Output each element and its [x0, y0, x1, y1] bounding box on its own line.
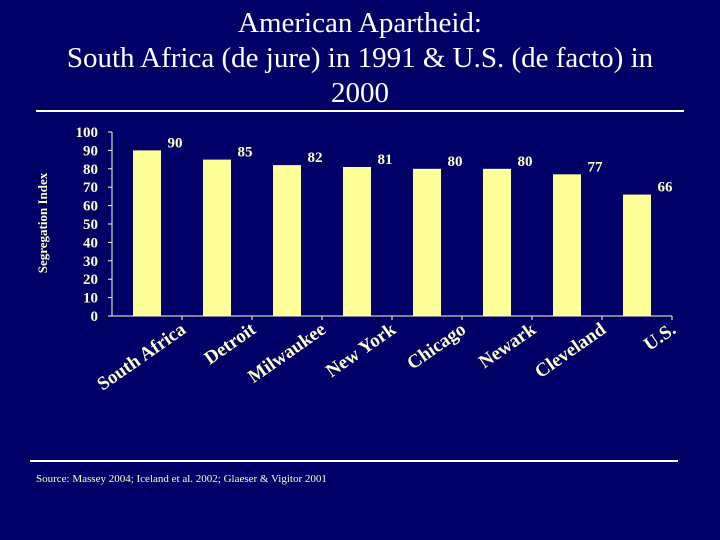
y-tick-label: 70: [83, 180, 98, 196]
bar: [623, 194, 651, 316]
x-category-label: Newark: [475, 319, 540, 373]
bar: [343, 166, 371, 316]
data-label: 81: [378, 152, 393, 168]
data-label: 85: [238, 145, 253, 161]
data-label: 82: [308, 150, 323, 166]
y-tick-label: 90: [83, 143, 98, 159]
y-tick-label: 80: [83, 162, 98, 178]
x-category-label: U.S.: [640, 319, 680, 356]
x-category-label: Milwaukee: [244, 319, 330, 388]
y-tick-label: 10: [83, 291, 98, 307]
data-label: 90: [168, 135, 183, 151]
y-axis-label: Segregation Index: [35, 172, 50, 273]
x-category-label: South Africa: [94, 319, 191, 396]
bar: [413, 168, 441, 316]
x-category-label: Chicago: [403, 319, 470, 374]
data-label: 77: [588, 159, 604, 175]
y-tick-label: 0: [91, 309, 99, 325]
bar: [483, 168, 511, 316]
data-label: 66: [658, 180, 674, 196]
y-tick-label: 60: [83, 199, 98, 215]
y-tick-label: 30: [83, 254, 98, 270]
bar: [273, 165, 301, 316]
bar: [553, 174, 581, 316]
y-tick-label: 40: [83, 235, 98, 251]
bar: [133, 150, 161, 316]
y-tick-label: 50: [83, 217, 98, 233]
y-tick-label: 100: [76, 125, 99, 141]
top-divider: [36, 110, 684, 112]
x-category-label: Detroit: [201, 319, 261, 370]
data-label: 80: [448, 154, 463, 170]
title-line-1: American Apartheid:: [238, 7, 482, 39]
x-category-label: Cleveland: [531, 319, 610, 383]
y-tick-label: 20: [83, 272, 98, 288]
bar: [203, 159, 231, 316]
bottom-divider: [30, 460, 678, 462]
source-note: Source: Massey 2004; Iceland et al. 2002…: [36, 473, 327, 485]
page-title: American Apartheid: South Africa (de jur…: [0, 6, 720, 111]
title-line-2: South Africa (de jure) in 1991 & U.S. (d…: [66, 42, 654, 74]
title-line-3: 2000: [331, 77, 389, 109]
x-category-label: New York: [322, 319, 400, 382]
data-label: 80: [518, 154, 533, 170]
